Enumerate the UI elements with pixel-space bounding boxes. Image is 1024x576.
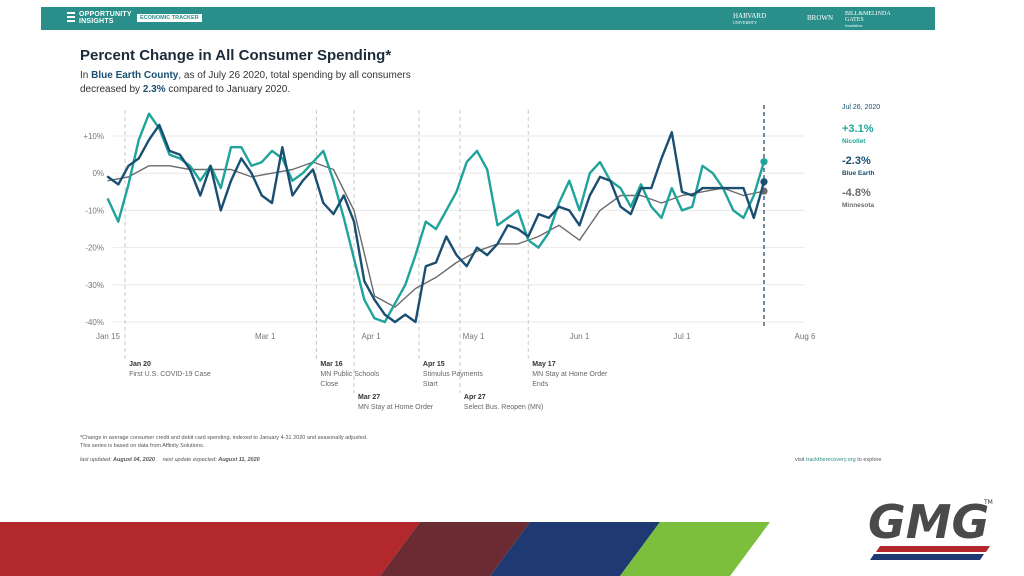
side-panel-value: -2.3% (842, 155, 871, 167)
event-description: MN Public Schools (320, 371, 379, 378)
side-panel-name: Blue Earth (842, 170, 875, 177)
logo-bars-icon (67, 12, 75, 24)
series-line-nicollet (106, 112, 766, 324)
event-description: Select Bus. Reopen (MN) (464, 404, 543, 411)
harvard-logo: HARVARD UNIVERSITY (733, 12, 767, 26)
chart-title: Percent Change in All Consumer Spending* (80, 47, 392, 64)
x-tick-label: Mar 1 (255, 332, 276, 341)
x-tick-label: Jan 15 (96, 332, 121, 341)
side-panel: Jul 26, 2020 +3.1% Nicollet -2.3% Blue Earth… (842, 104, 880, 209)
x-tick-label: Aug 6 (795, 332, 816, 341)
x-tick-label: Jun 1 (570, 332, 590, 341)
brown-logo: BROWN (807, 14, 834, 22)
x-tick-label: Jul 1 (674, 332, 691, 341)
event-description: Ends (532, 381, 548, 388)
red-stripe (0, 522, 420, 576)
footnote: *Change in average consumer credit and d… (80, 435, 368, 449)
navy-stripe (490, 522, 660, 576)
event-date: May 17 (532, 361, 555, 368)
series-endpoint (760, 178, 768, 186)
event-description: Start (423, 381, 438, 388)
series-line-blue-earth (106, 123, 766, 324)
visit-link-text: visit tracktherecovery.org to explore (795, 457, 882, 463)
event-lines (124, 105, 765, 393)
update-info: last updated: August 04, 2020 next updat… (80, 457, 260, 463)
side-panel-value: -4.8% (842, 187, 871, 199)
chart-subtitle: In Blue Earth County, as of July 26 2020… (80, 70, 411, 95)
y-tick-label: -20% (85, 244, 104, 253)
side-panel-name: Minnesota (842, 202, 875, 209)
y-tick-label: -30% (85, 281, 104, 290)
event-description: MN Stay at Home Order (358, 404, 434, 411)
series-line-minnesota (107, 161, 765, 308)
event-date: Mar 27 (358, 394, 380, 401)
series-endpoint (760, 158, 768, 166)
event-description: MN Stay at Home Order (532, 371, 608, 378)
y-axis-ticks: +10% 0% -10% -20% -30% -40% (83, 132, 104, 327)
y-tick-label: -40% (85, 318, 104, 327)
event-description: First U.S. COVID-19 Case (129, 371, 211, 378)
x-tick-label: Apr 1 (362, 332, 382, 341)
event-date: Jan 20 (129, 361, 151, 368)
chart-gridlines (113, 135, 805, 323)
event-date: Apr 27 (464, 394, 486, 401)
economic-tracker-label: ECONOMIC TRACKER (137, 14, 202, 22)
y-tick-label: 0% (92, 169, 104, 178)
side-panel-name: Nicollet (842, 138, 866, 145)
chart-series (106, 112, 768, 324)
footer-stripes (0, 522, 770, 576)
y-tick-label: -10% (85, 206, 104, 215)
header-bar: OPPORTUNITY INSIGHTS ECONOMIC TRACKER HA… (41, 7, 935, 30)
event-date: Mar 16 (320, 361, 342, 368)
side-panel-value: +3.1% (842, 123, 874, 135)
green-stripe (620, 522, 770, 576)
gmg-logo: GMG TM (868, 496, 993, 560)
event-description: Close (320, 381, 338, 388)
x-axis-ticks: Jan 15 Mar 1 Apr 1 May 1 Jun 1 Jul 1 Aug 6 (96, 332, 816, 341)
event-labels: Jan 20 First U.S. COVID-19 Case Mar 16 MN P… (129, 361, 608, 411)
event-description: Stimulus Payments (423, 371, 483, 378)
x-tick-label: May 1 (463, 332, 485, 341)
opportunity-insights-logo: OPPORTUNITY INSIGHTS (67, 11, 132, 25)
svg-text:TM: TM (983, 499, 993, 506)
y-tick-label: +10% (83, 132, 104, 141)
gates-foundation-logo: BILL&MELINDA GATES foundation (845, 11, 891, 28)
maroon-stripe (380, 522, 530, 576)
gmg-logo-text: GMG (868, 496, 989, 549)
event-date: Apr 15 (423, 361, 445, 368)
side-panel-date: Jul 26, 2020 (842, 104, 880, 111)
tracktherecovery-link[interactable]: tracktherecovery.org (806, 457, 856, 463)
